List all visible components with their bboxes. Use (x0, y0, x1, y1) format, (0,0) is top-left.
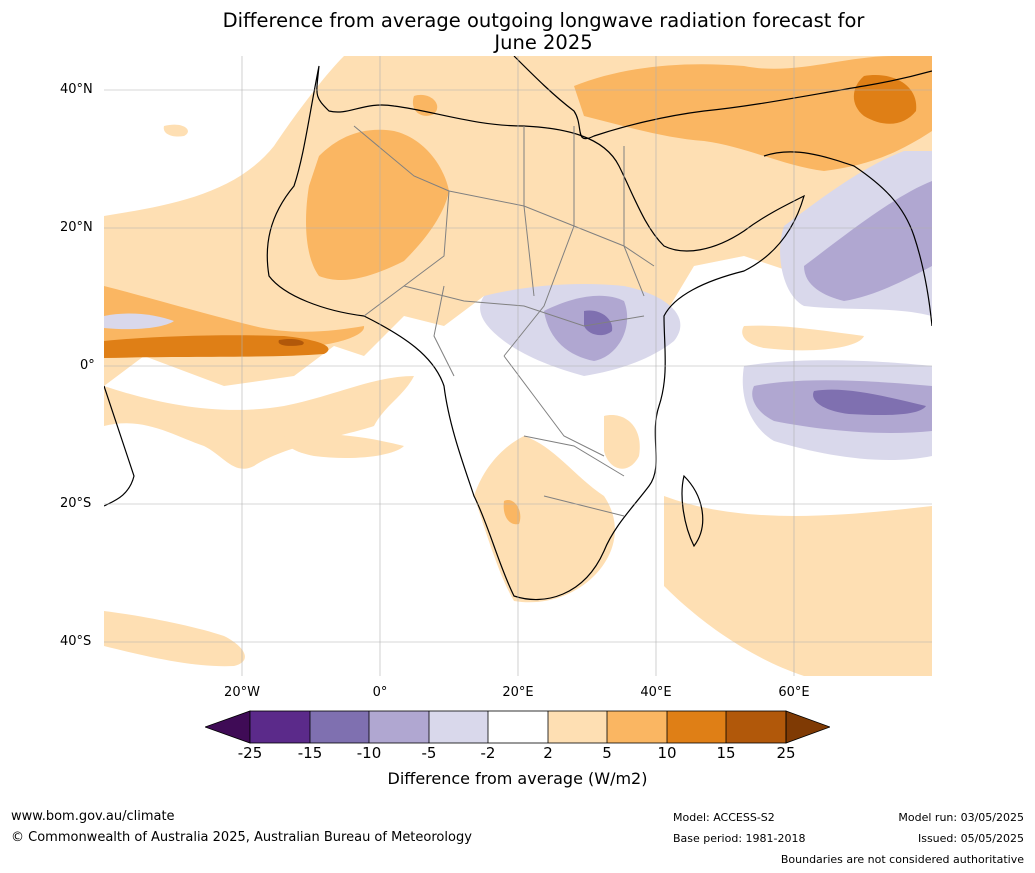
colorbar-bin-2-to-5 (548, 711, 607, 743)
lat-label-40s: 40°S (60, 634, 92, 649)
model-run-date: Model run: 03/05/2025 (898, 811, 1024, 824)
colorbar-tick: -25 (237, 744, 263, 762)
lat-label-20s: 20°S (60, 496, 92, 511)
map-title: Difference from average outgoing longwav… (0, 10, 1035, 54)
anomaly-10-to-15 (104, 75, 917, 358)
lon-label-20e: 20°E (502, 685, 534, 700)
colorbar-bin-minus2-to-2 (488, 711, 548, 743)
colorbar-bin-minus15-to-minus10 (310, 711, 369, 743)
colorbar-bin-minus10-to-minus5 (369, 711, 429, 743)
base-period: Base period: 1981-2018 (673, 832, 806, 845)
colorbar-tick: -10 (356, 744, 382, 762)
lon-label-0: 0° (372, 685, 388, 700)
colorbar-tick: 5 (602, 744, 612, 762)
anomaly-5-to-10 (104, 56, 932, 525)
lat-label-40n: 40°N (60, 82, 93, 97)
website-link[interactable]: www.bom.gov.au/climate (11, 809, 175, 824)
lat-label-20n: 20°N (60, 220, 93, 235)
boundaries-disclaimer: Boundaries are not considered authoritat… (780, 853, 1024, 866)
graticule (104, 56, 932, 676)
lon-label-20w: 20°W (224, 685, 260, 700)
colorbar-tick: -15 (297, 744, 323, 762)
olr-anomaly-map (104, 56, 932, 676)
colorbar-bin-minus5-to-minus2 (429, 711, 488, 743)
colorbar-tick: 15 (716, 744, 736, 762)
colorbar-max-extension (785, 710, 830, 744)
copyright: © Commonwealth of Australia 2025, Austra… (11, 830, 472, 845)
lon-label-40e: 40°E (640, 685, 672, 700)
map-canvas (104, 56, 932, 676)
lat-label-equator: 0° (80, 358, 95, 373)
country-borders (353, 125, 655, 517)
anomaly-15-to-25 (278, 338, 304, 346)
anomaly-minus15-to-minus10 (584, 310, 926, 416)
colorbar-tick: -5 (421, 744, 437, 762)
colorbar-bin-15-to-25 (726, 711, 786, 743)
colorbar-tick: 25 (776, 744, 796, 762)
title-line-2: June 2025 (494, 31, 593, 54)
issued-date: Issued: 05/05/2025 (917, 832, 1024, 845)
model-name: Model: ACCESS-S2 (673, 811, 775, 824)
lon-label-60e: 60°E (778, 685, 810, 700)
colorbar-tick: 2 (543, 744, 553, 762)
colorbar-tick: 10 (657, 744, 677, 762)
colorbar-tick: -2 (480, 744, 496, 762)
colorbar-bin-5-to-10 (607, 711, 667, 743)
colorbar-bin-minus25-to-minus15 (250, 711, 310, 743)
colorbar-min-extension (205, 710, 251, 744)
colorbar (205, 710, 830, 744)
colorbar-label: Difference from average (W/m2) (387, 769, 648, 788)
colorbar-bin-10-to-15 (667, 711, 726, 743)
title-line-1: Difference from average outgoing longwav… (222, 9, 865, 32)
